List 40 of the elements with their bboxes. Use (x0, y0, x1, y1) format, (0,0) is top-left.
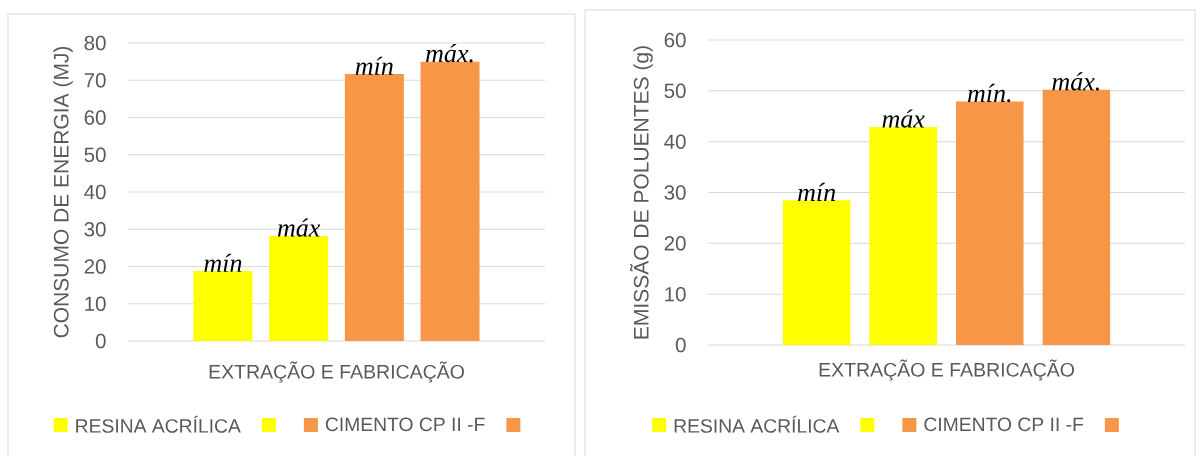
legend-label: CIMENTO CP II -F (924, 417, 1084, 432)
y-tick-label: 20 (664, 236, 686, 251)
data-label: mín (204, 253, 242, 272)
bar (269, 235, 329, 341)
y-tick-label: 40 (664, 134, 686, 149)
y-tick-label: 20 (84, 259, 106, 274)
y-tick-label: 80 (84, 35, 106, 51)
data-label: mín. (967, 83, 1011, 103)
bar (869, 126, 937, 345)
y-tick-label: 50 (664, 83, 686, 99)
legend-label: RESINA ACRÍLICA (674, 415, 840, 433)
x-tick-label: EXTRAÇÃO E FABRICAÇÃO (209, 361, 464, 383)
legend-label: CIMENTO CP II -F (325, 417, 485, 432)
y-tick-label: 10 (85, 296, 106, 312)
y-tick-label: 60 (664, 32, 686, 48)
data-label: máx (882, 109, 925, 128)
y-tick-label: 70 (84, 72, 106, 88)
y-tick-label: 30 (84, 221, 106, 237)
y-axis-title: CONSUMO DE ENERGIA (MJ) (53, 46, 73, 338)
data-label: mín (355, 56, 393, 75)
bar (1042, 89, 1111, 345)
bar (193, 270, 253, 341)
y-tick-label: 50 (84, 147, 106, 163)
bar (956, 101, 1024, 345)
data-label: máx (277, 218, 321, 237)
data-label: máx. (426, 43, 473, 63)
bar (420, 61, 480, 341)
y-axis-title: EMISSÃO DE POLUENTES (g) (630, 46, 653, 339)
legend-label: RESINA ACRÍLICA (76, 415, 241, 433)
y-tick-label: 60 (84, 110, 106, 125)
bar (782, 200, 851, 345)
y-tick-label: 40 (84, 184, 106, 200)
x-tick-label: EXTRAÇÃO E FABRICAÇÃO (819, 359, 1074, 381)
data-label: máx. (1052, 72, 1099, 91)
y-tick-label: 30 (664, 185, 686, 200)
data-label: mín (798, 182, 836, 201)
y-tick-label: 0 (675, 337, 686, 353)
bar (344, 73, 404, 341)
y-tick-label: 0 (95, 333, 106, 349)
y-tick-label: 10 (665, 286, 686, 302)
